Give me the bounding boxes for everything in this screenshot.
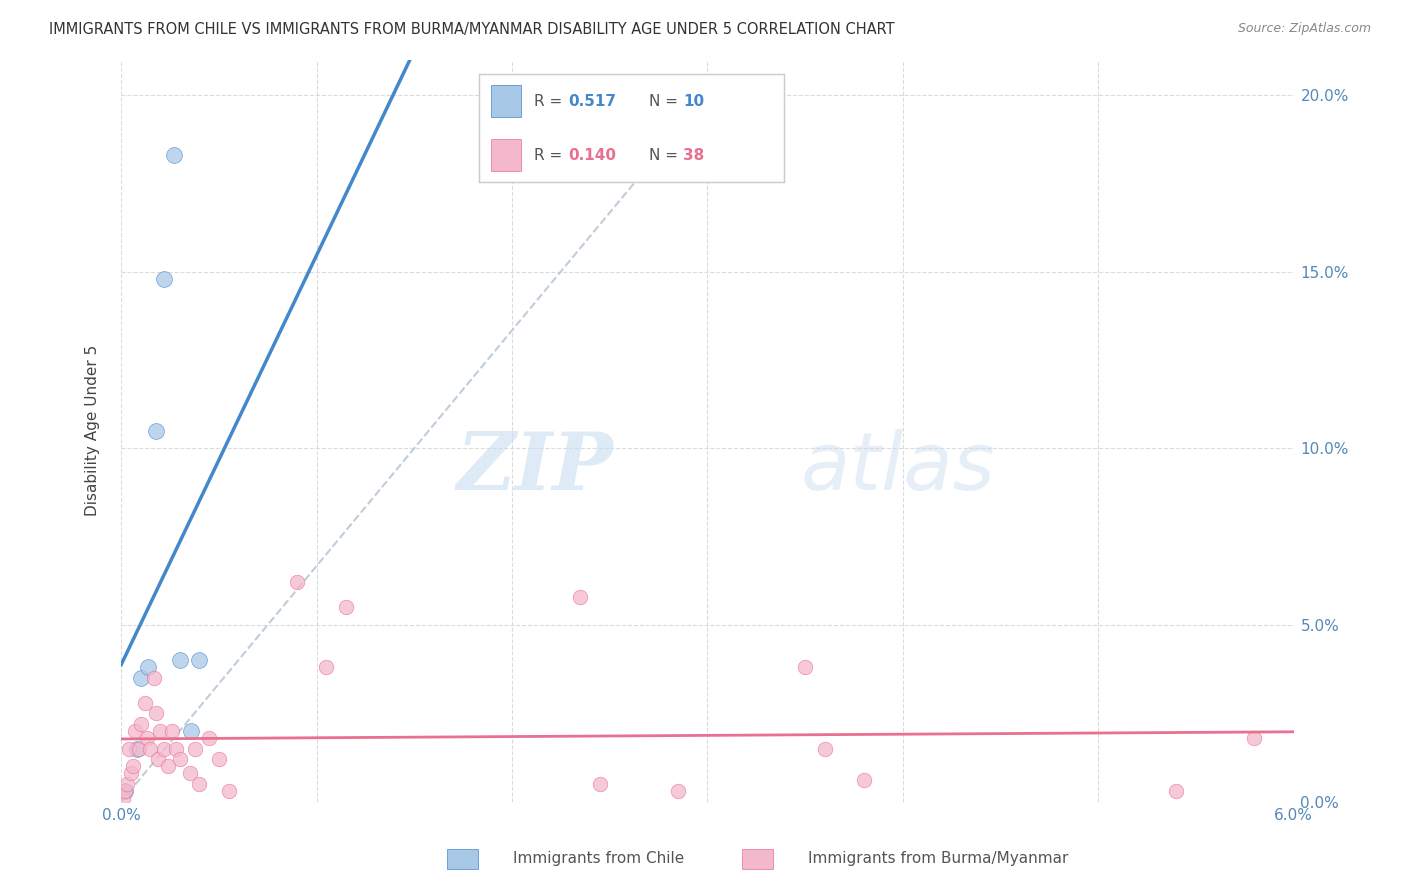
Point (184, 741, 207, 756)
Point (114, 784, 136, 798)
Point (666, 784, 689, 798)
Text: ZIP: ZIP (457, 429, 613, 507)
Point (115, 777, 138, 791)
Point (139, 741, 162, 756)
Point (188, 777, 211, 791)
Y-axis label: Disability Age Under 5: Disability Age Under 5 (86, 345, 100, 516)
Point (179, 766, 201, 780)
Point (218, 784, 240, 798)
Point (138, 660, 160, 674)
Point (1243, 731, 1265, 745)
Point (112, 791, 135, 805)
Point (145, 424, 167, 438)
Point (813, 741, 835, 756)
Point (335, 600, 357, 615)
Text: atlas: atlas (801, 429, 995, 507)
Point (794, 660, 817, 674)
Point (124, 723, 146, 738)
Point (852, 773, 875, 788)
Text: Immigrants from Chile: Immigrants from Chile (513, 851, 685, 865)
Point (118, 741, 141, 756)
Point (285, 575, 308, 590)
Point (129, 671, 152, 685)
Point (157, 759, 180, 773)
Point (198, 731, 221, 745)
Point (148, 752, 170, 766)
Point (1166, 784, 1188, 798)
Point (160, 723, 183, 738)
Point (169, 653, 191, 667)
Text: Source: ZipAtlas.com: Source: ZipAtlas.com (1237, 22, 1371, 36)
Point (143, 671, 166, 685)
Point (208, 752, 231, 766)
Point (134, 696, 156, 710)
Point (120, 766, 142, 780)
Point (188, 653, 211, 667)
Point (569, 590, 592, 604)
Point (589, 777, 612, 791)
Point (128, 741, 150, 756)
Point (145, 706, 167, 721)
Point (114, 784, 136, 798)
Point (153, 741, 176, 756)
Point (149, 723, 172, 738)
Text: Immigrants from Burma/Myanmar: Immigrants from Burma/Myanmar (808, 851, 1069, 865)
Point (153, 271, 176, 285)
Point (163, 148, 186, 162)
Text: IMMIGRANTS FROM CHILE VS IMMIGRANTS FROM BURMA/MYANMAR DISABILITY AGE UNDER 5 CO: IMMIGRANTS FROM CHILE VS IMMIGRANTS FROM… (49, 22, 894, 37)
Point (315, 660, 337, 674)
Point (180, 723, 202, 738)
Point (129, 716, 152, 731)
Point (125, 741, 148, 756)
Point (169, 752, 191, 766)
Point (135, 731, 157, 745)
Point (165, 741, 187, 756)
Point (121, 759, 143, 773)
